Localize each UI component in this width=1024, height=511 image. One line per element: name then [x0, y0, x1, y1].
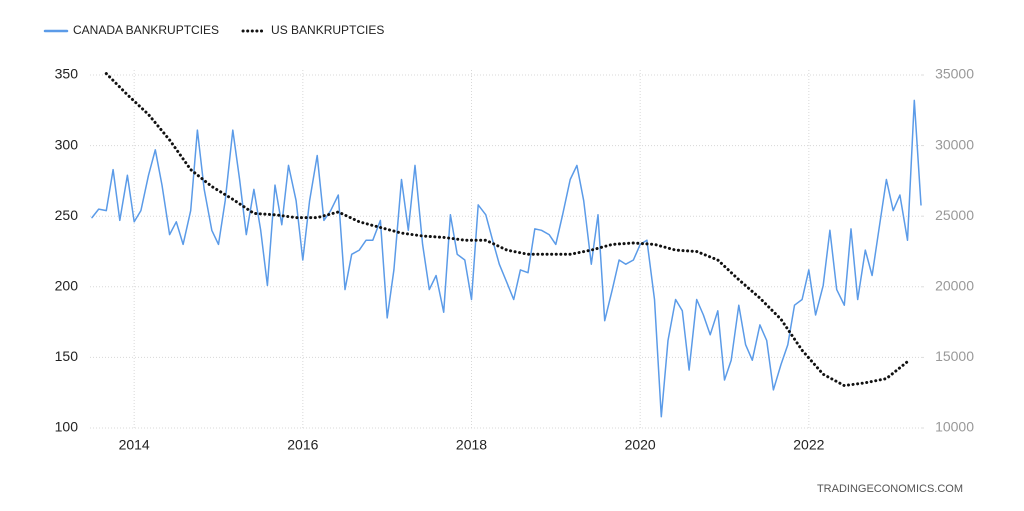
- x-tick-label: 2016: [287, 437, 318, 453]
- y-tick-label: 100: [55, 419, 79, 435]
- x-tick-label: 2018: [456, 437, 487, 453]
- y-tick-label: 250: [55, 207, 79, 223]
- legend-label: CANADA BANKRUPTCIES: [73, 23, 219, 37]
- y2-tick-label: 25000: [935, 207, 974, 223]
- x-tick-label: 2020: [625, 437, 656, 453]
- y-tick-label: 150: [55, 348, 79, 364]
- watermark: TRADINGECONOMICS.COM: [817, 483, 963, 495]
- x-tick-label: 2022: [793, 437, 824, 453]
- y2-tick-label: 35000: [935, 66, 974, 82]
- y-tick-label: 200: [55, 278, 79, 294]
- legend-label: US BANKRUPTCIES: [271, 23, 384, 37]
- y-tick-label: 300: [55, 136, 79, 152]
- y2-tick-label: 20000: [935, 278, 974, 294]
- series-line: [91, 99, 922, 418]
- y-tick-label: 350: [55, 66, 79, 82]
- x-tick-label: 2014: [119, 437, 150, 453]
- y2-tick-label: 10000: [935, 419, 974, 435]
- y2-tick-label: 15000: [935, 348, 974, 364]
- y2-tick-label: 30000: [935, 136, 974, 152]
- series-line: [104, 72, 909, 388]
